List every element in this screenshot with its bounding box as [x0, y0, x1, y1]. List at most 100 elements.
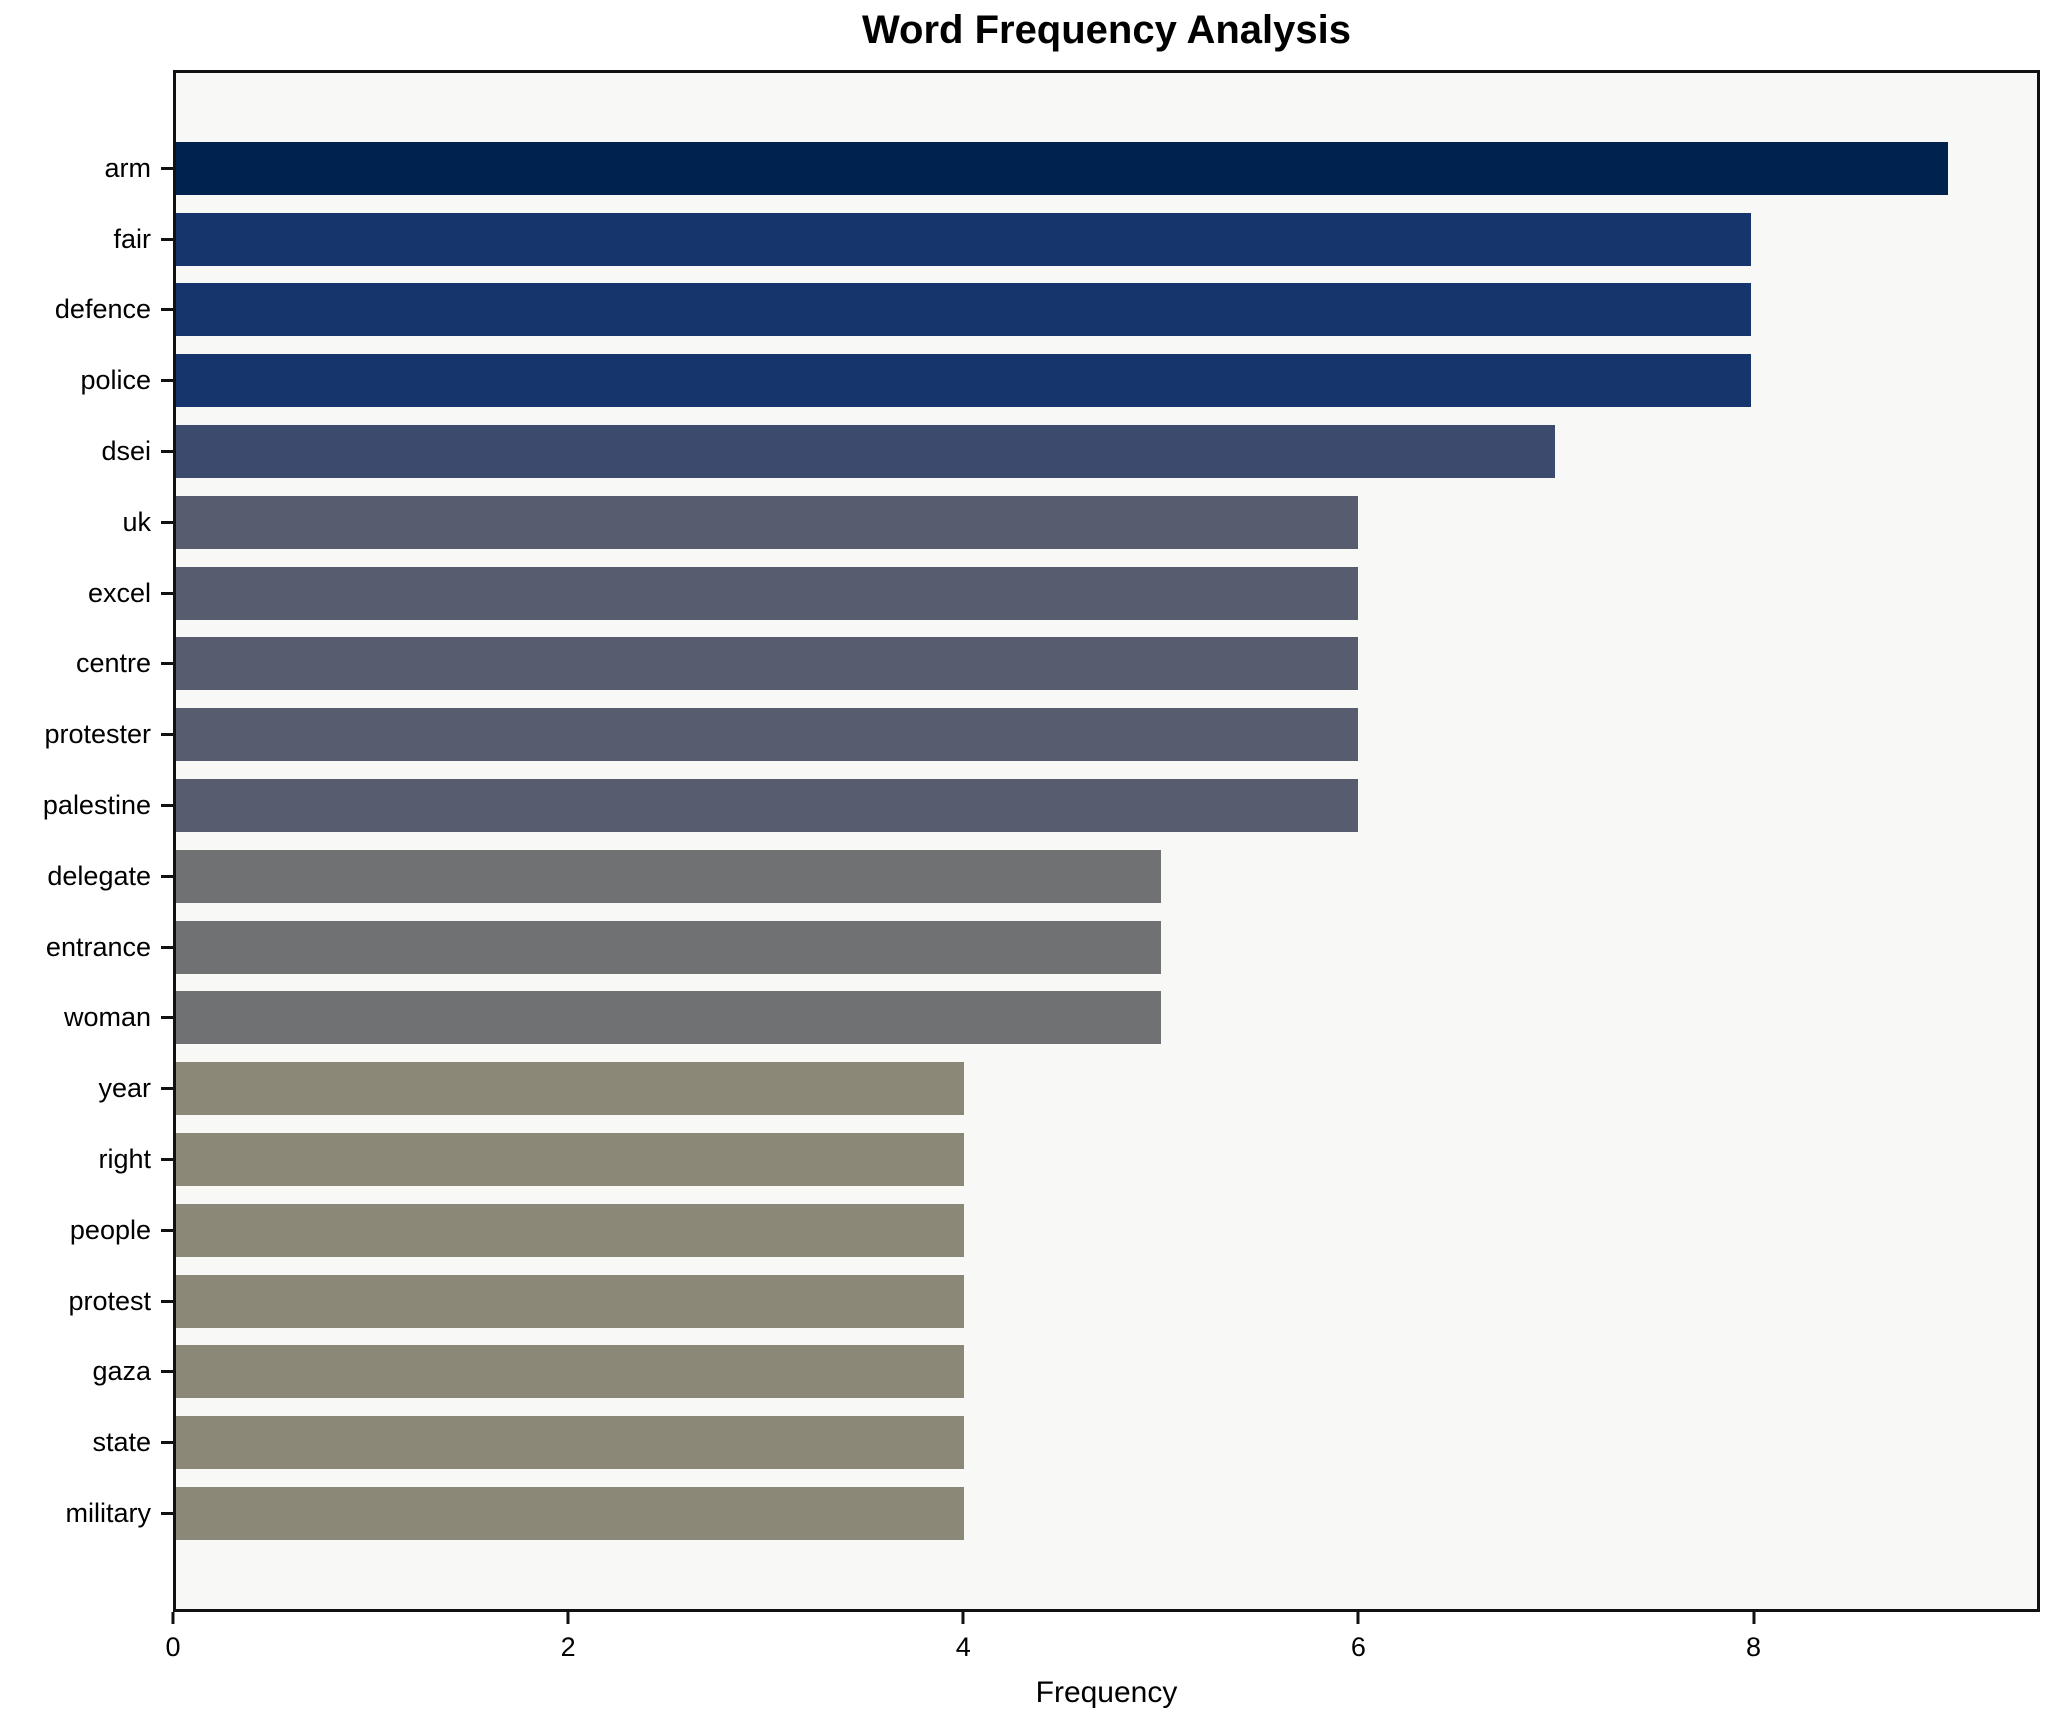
y-tick-mark — [161, 308, 173, 312]
y-tick-mark — [161, 591, 173, 595]
bar-row — [176, 1195, 2037, 1266]
x-tick: 8 — [1746, 1612, 1761, 1663]
y-axis-label: excel — [87, 577, 151, 608]
y-tick-mark — [161, 1441, 173, 1445]
y-tick-mark — [161, 804, 173, 808]
bar — [176, 991, 1161, 1045]
y-tick-mark — [161, 1087, 173, 1091]
x-tick-label: 4 — [955, 1632, 971, 1662]
bar-row — [176, 1478, 2037, 1549]
x-tick-label: 6 — [1350, 1632, 1366, 1662]
y-axis-row: delegate — [0, 841, 173, 912]
y-axis-row: right — [0, 1124, 173, 1195]
bar — [176, 920, 1161, 974]
y-axis-label: police — [80, 365, 151, 396]
x-axis: Frequency 0 2 4 6 8 — [165, 1612, 2040, 1722]
bar-row — [176, 416, 2037, 487]
y-axis-label: year — [98, 1073, 151, 1104]
bar — [176, 212, 1752, 266]
y-axis: arm fair defence police dsei uk excel centre pro… — [0, 70, 173, 1612]
bar-row — [176, 770, 2037, 841]
bar-row — [176, 1337, 2037, 1408]
y-axis-row: arm — [0, 133, 173, 204]
bar-row — [176, 204, 2037, 275]
bar-row — [176, 1266, 2037, 1337]
y-axis-row: palestine — [0, 770, 173, 841]
bar — [176, 354, 1752, 408]
y-axis-label: uk — [122, 506, 151, 537]
y-axis-row: people — [0, 1195, 173, 1266]
y-tick-mark — [161, 662, 173, 666]
y-axis-label: military — [65, 1498, 152, 1529]
y-axis-row: protester — [0, 699, 173, 770]
bar-row — [176, 1124, 2037, 1195]
y-axis-label: people — [69, 1214, 151, 1245]
y-axis-row: dsei — [0, 416, 173, 487]
y-axis-row: defence — [0, 275, 173, 346]
bar — [176, 425, 1555, 479]
x-tick-label: 2 — [560, 1632, 576, 1662]
x-tick-mark — [171, 1612, 175, 1624]
bar — [176, 283, 1752, 337]
y-axis-row: police — [0, 345, 173, 416]
y-axis-row: state — [0, 1407, 173, 1478]
y-tick-mark — [161, 1228, 173, 1232]
x-axis-title: Frequency — [1035, 1676, 1178, 1709]
y-axis-label: woman — [63, 1002, 151, 1033]
bar-row — [176, 1407, 2037, 1478]
bar-row — [176, 558, 2037, 629]
y-axis-label: palestine — [42, 790, 151, 821]
y-axis-row: fair — [0, 204, 173, 275]
bar-row — [176, 912, 2037, 983]
y-tick-mark — [161, 520, 173, 524]
bar — [176, 1133, 964, 1187]
y-axis-label: defence — [54, 294, 151, 325]
y-tick-mark — [161, 1299, 173, 1303]
bar — [176, 1203, 964, 1257]
bar — [176, 849, 1161, 903]
y-axis-label: delegate — [47, 860, 151, 891]
y-tick-mark — [161, 166, 173, 170]
bar — [176, 637, 1358, 691]
bar — [176, 1274, 964, 1328]
bar-row — [176, 699, 2037, 770]
bar-row — [176, 629, 2037, 700]
y-axis-row: gaza — [0, 1337, 173, 1408]
y-axis-row: entrance — [0, 912, 173, 983]
y-axis-label: arm — [104, 152, 152, 183]
bar-row — [176, 133, 2037, 204]
y-axis-row: centre — [0, 629, 173, 700]
y-tick-mark — [161, 237, 173, 241]
y-axis-label: protester — [44, 719, 151, 750]
y-axis-label: fair — [113, 223, 151, 254]
y-axis-row: protest — [0, 1266, 173, 1337]
y-axis-label: gaza — [92, 1356, 151, 1387]
bar-row — [176, 1053, 2037, 1124]
x-tick-mark — [961, 1612, 965, 1624]
y-tick-mark — [161, 1016, 173, 1020]
chart-title: Word Frequency Analysis — [861, 8, 1352, 52]
y-tick-mark — [161, 1512, 173, 1516]
bar — [176, 495, 1358, 549]
x-tick: 6 — [1351, 1612, 1366, 1663]
y-tick-mark — [161, 379, 173, 383]
y-axis-label: dsei — [101, 436, 151, 467]
x-tick-mark — [1752, 1612, 1756, 1624]
x-tick-mark — [1356, 1612, 1360, 1624]
y-axis-row: military — [0, 1478, 173, 1549]
bar — [176, 779, 1358, 833]
bar — [176, 1416, 964, 1470]
bar-row — [176, 345, 2037, 416]
bar — [176, 566, 1358, 620]
bar — [176, 1345, 964, 1399]
y-tick-mark — [161, 1370, 173, 1374]
y-axis-label: state — [92, 1427, 151, 1458]
bar — [176, 1062, 964, 1116]
y-tick-mark — [161, 733, 173, 737]
y-tick-mark — [161, 945, 173, 949]
y-axis-row: excel — [0, 558, 173, 629]
y-tick-mark — [161, 450, 173, 454]
y-axis-label: right — [98, 1144, 151, 1175]
x-tick: 4 — [956, 1612, 971, 1663]
